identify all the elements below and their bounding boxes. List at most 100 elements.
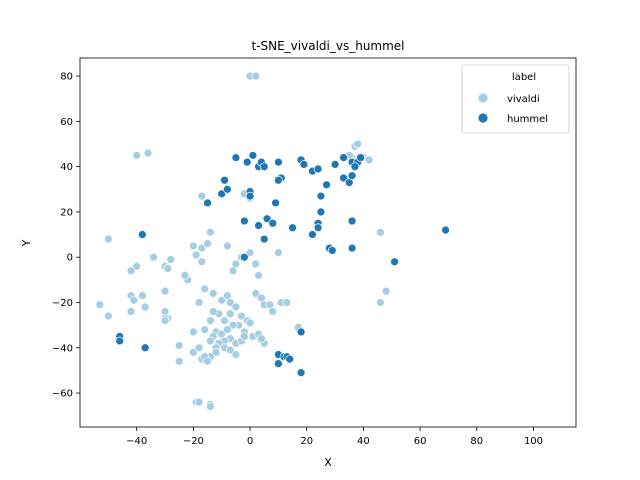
data-point-hummel: [115, 336, 125, 346]
x-tick-label: 40: [357, 436, 370, 447]
data-point-vivaldi: [166, 255, 176, 264]
data-point-vivaldi: [228, 266, 238, 276]
data-point-vivaldi: [254, 270, 263, 280]
data-point-vivaldi: [95, 300, 105, 310]
data-point-vivaldi: [143, 148, 153, 158]
data-point-hummel: [259, 234, 269, 244]
y-axis-label: Y: [20, 239, 33, 247]
data-point-vivaldi: [237, 311, 246, 321]
data-point-hummel: [223, 184, 232, 194]
data-point-hummel: [248, 150, 258, 160]
data-point-vivaldi: [200, 325, 210, 335]
data-point-vivaldi: [149, 252, 159, 262]
data-point-vivaldi: [132, 150, 142, 160]
data-point-vivaldi: [245, 318, 255, 328]
data-point-hummel: [322, 180, 331, 190]
data-point-vivaldi: [189, 327, 198, 337]
data-point-vivaldi: [364, 155, 374, 165]
data-point-hummel: [313, 164, 323, 174]
data-point-vivaldi: [231, 350, 241, 359]
data-point-vivaldi: [174, 341, 184, 350]
chart-title: t-SNE_vivaldi_vs_hummel: [251, 39, 404, 53]
data-point-vivaldi: [251, 289, 261, 298]
data-point-vivaldi: [211, 347, 221, 357]
data-point-hummel: [274, 157, 283, 167]
data-point-vivaldi: [274, 248, 283, 258]
data-point-vivaldi: [189, 241, 198, 251]
legend-marker-vivaldi: [477, 92, 489, 104]
y-tick-label: 60: [60, 117, 73, 128]
data-point-hummel: [138, 230, 147, 239]
x-axis-label: X: [324, 456, 332, 469]
x-axis: −40 −20 0 20 40 60 80 100: [126, 427, 543, 447]
data-point-hummel: [217, 189, 227, 199]
data-point-vivaldi: [220, 316, 229, 325]
data-point-vivaldi: [228, 320, 238, 330]
data-point-vivaldi: [217, 295, 227, 305]
data-point-vivaldi: [132, 261, 142, 271]
x-tick-label: 0: [247, 436, 253, 447]
legend-marker-hummel: [477, 112, 489, 124]
data-point-hummel: [308, 230, 317, 239]
legend-label-vivaldi: vivaldi: [507, 94, 540, 105]
data-point-hummel: [390, 257, 399, 267]
data-point-vivaldi: [197, 257, 207, 267]
y-tick-label: −40: [52, 343, 73, 354]
data-point-vivaldi: [103, 311, 113, 321]
data-point-hummel: [274, 359, 283, 368]
y-tick-label: −20: [52, 298, 73, 309]
data-point-vivaldi: [282, 298, 292, 307]
plot-area: [95, 71, 450, 411]
data-point-vivaldi: [376, 227, 385, 237]
data-point-hummel: [262, 214, 272, 224]
data-point-vivaldi: [140, 302, 150, 312]
data-point-vivaldi: [189, 347, 198, 357]
data-point-hummel: [339, 153, 348, 162]
x-tick-label: −40: [126, 436, 147, 447]
data-point-hummel: [316, 191, 326, 201]
data-point-vivaldi: [194, 397, 204, 407]
data-point-hummel: [296, 327, 306, 337]
data-point-vivaldi: [138, 291, 147, 301]
data-point-vivaldi: [126, 266, 136, 276]
y-axis: −60 −40 −20 0 20 40 60 80: [52, 72, 80, 400]
data-point-hummel: [347, 216, 357, 226]
y-tick-label: 40: [60, 162, 73, 173]
data-point-hummel: [441, 225, 450, 235]
data-point-hummel: [316, 207, 326, 217]
data-point-vivaldi: [223, 241, 232, 251]
data-point-hummel: [313, 223, 323, 233]
data-point-vivaldi: [163, 264, 173, 273]
data-point-hummel: [268, 218, 278, 228]
data-point-hummel: [240, 216, 249, 226]
data-point-vivaldi: [225, 309, 235, 319]
legend: label vivaldi hummel: [461, 64, 570, 134]
data-point-hummel: [299, 160, 309, 169]
data-point-vivaldi: [203, 356, 212, 366]
y-tick-label: 80: [60, 72, 73, 83]
data-point-hummel: [327, 246, 337, 255]
y-tick-label: 0: [67, 253, 73, 264]
data-point-hummel: [356, 153, 365, 162]
data-point-vivaldi: [240, 332, 249, 341]
x-tick-label: 80: [470, 436, 483, 447]
data-point-hummel: [285, 354, 295, 364]
data-point-hummel: [347, 243, 357, 253]
data-point-hummel: [330, 160, 340, 169]
data-point-vivaldi: [225, 298, 235, 307]
series-vivaldi: [95, 71, 391, 411]
legend-label-hummel: hummel: [507, 114, 548, 125]
data-point-hummel: [259, 162, 269, 172]
plot-frame: [79, 57, 577, 428]
data-point-hummel: [242, 157, 252, 167]
data-point-vivaldi: [251, 71, 261, 81]
data-point-vivaldi: [376, 298, 385, 307]
data-point-vivaldi: [160, 316, 170, 325]
data-point-vivaldi: [245, 248, 255, 258]
x-tick-label: 20: [300, 436, 313, 447]
data-point-vivaldi: [180, 270, 190, 280]
data-point-vivaldi: [206, 227, 215, 237]
data-point-vivaldi: [206, 336, 215, 346]
data-point-vivaldi: [197, 243, 207, 253]
data-point-hummel: [254, 221, 263, 230]
